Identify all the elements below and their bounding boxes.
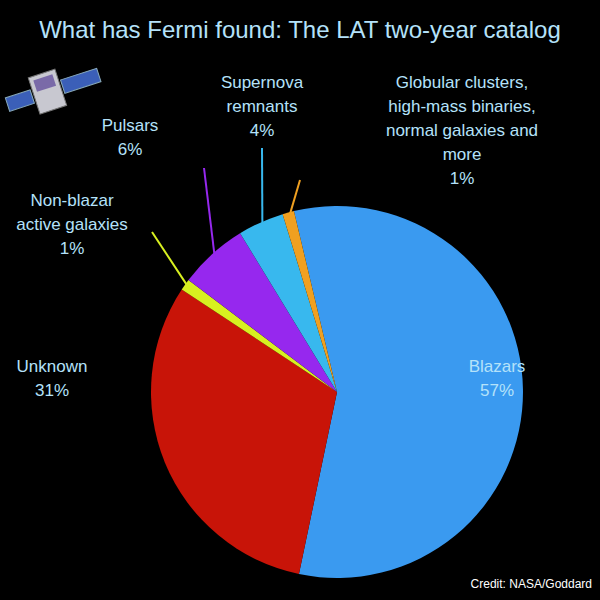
chart: What has Fermi found: The LAT two-year c… (0, 0, 600, 600)
slice-label: Globular clusters, high-mass binaries, nor… (386, 73, 538, 164)
solar-panel (5, 90, 34, 111)
satellite-icon (2, 57, 105, 123)
slice-label-line: Non-blazar (30, 191, 113, 210)
leader-line (289, 180, 300, 216)
credit: Credit: NASA/Goddard (471, 577, 592, 591)
pie-slice (240, 214, 337, 392)
slice-label-line: Unknown (17, 357, 88, 376)
slice-label-line: normal galaxies and (386, 121, 538, 140)
slice-label-line: Supernova (221, 73, 304, 92)
leader-line (204, 168, 215, 257)
slice-label: Supernova remnants (221, 73, 304, 116)
slice-label: Pulsars (102, 116, 159, 135)
background (0, 0, 600, 600)
data-label: 57% (480, 381, 514, 400)
labels: Blazars 57% Unknown 31% Non-blazar active gal… (16, 73, 538, 400)
slice-label-line: active galaxies (16, 215, 128, 234)
slice-label-line: high-mass binaries, (388, 97, 535, 116)
title: What has Fermi found: The LAT two-year c… (39, 16, 561, 43)
pie-slice (283, 211, 337, 392)
slice-label-line: Globular clusters, (396, 73, 528, 92)
data-label: 31% (35, 381, 69, 400)
solar-panel (61, 68, 101, 93)
slice-label-line: Pulsars (102, 116, 159, 135)
data-label: 1% (60, 239, 85, 258)
pie (151, 206, 523, 578)
leader-line (152, 232, 188, 287)
satellite-detail (33, 74, 56, 92)
slice-label: Unknown (17, 357, 88, 376)
leader-line (261, 148, 263, 226)
slice-label: Blazars (469, 357, 526, 376)
slice-label-line: remnants (227, 97, 298, 116)
data-label: 1% (450, 169, 475, 188)
slice-label-line: more (443, 145, 482, 164)
data-label: 6% (118, 140, 143, 159)
slice-label: Non-blazar active galaxies (16, 191, 128, 234)
slice-label-line: Blazars (469, 357, 526, 376)
satellite-body (28, 69, 66, 114)
data-label: 4% (250, 121, 275, 140)
